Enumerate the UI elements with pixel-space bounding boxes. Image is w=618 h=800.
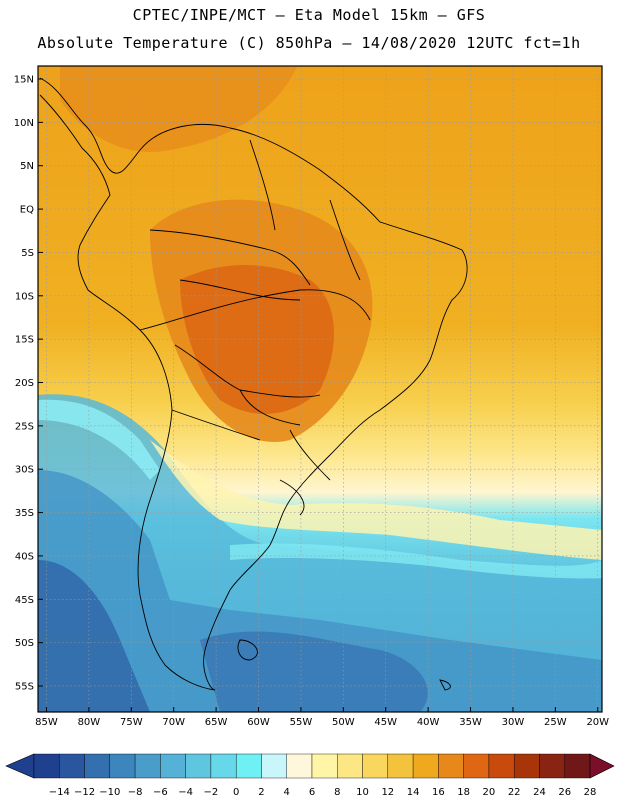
lon-tick-label: 80W — [78, 717, 101, 728]
colorbar-label: −14 — [49, 787, 70, 798]
colorbar-label: −12 — [74, 787, 95, 798]
colorbar-label: 12 — [381, 787, 394, 798]
colorbar-swatch — [463, 753, 490, 779]
colorbar-label: −10 — [99, 787, 120, 798]
colorbar-swatch — [337, 753, 363, 779]
lon-tick-label: 20W — [586, 717, 609, 728]
colorbar-swatch — [362, 753, 389, 779]
colorbar-swatch — [33, 753, 60, 779]
lon-tick-label: 70W — [162, 717, 185, 728]
colorbar-label: −8 — [128, 787, 143, 798]
lon-tick-label: 60W — [247, 717, 270, 728]
colorbar-swatch — [488, 753, 515, 779]
colorbar-swatch — [539, 753, 565, 779]
colorbar-swatch — [412, 753, 439, 779]
lon-tick-label: 45W — [374, 717, 397, 728]
colorbar-label: 6 — [309, 787, 315, 798]
lat-tick-label: 20S — [15, 378, 34, 389]
colorbar: −14 −12 −10 −8 −6 −4 −2 0 2 4 6 8 10 12 14 16 18 20 22 24 26… — [5, 753, 615, 798]
colorbar-swatch — [109, 753, 136, 779]
colorbar-label: 24 — [533, 787, 546, 798]
lon-tick-label: 65W — [205, 717, 228, 728]
lon-tick-label: 35W — [459, 717, 482, 728]
lon-tick-label: 85W — [35, 717, 58, 728]
temperature-field — [38, 66, 602, 712]
colorbar-swatch — [59, 753, 85, 779]
lon-tick-label: 50W — [332, 717, 355, 728]
lat-tick-label: 25S — [15, 421, 34, 432]
lat-tick-label: 15S — [15, 335, 34, 346]
lat-tick-label: 15N — [14, 75, 34, 86]
colorbar-label: 4 — [284, 787, 290, 798]
latitude-labels: 15N 10N 5N EQ 5S 10S 15S 20S 25S 30S 35S 40S 45S 50S 5… — [14, 75, 43, 692]
colorbar-swatch — [210, 753, 237, 779]
lat-tick-label: 5N — [20, 161, 34, 172]
colorbar-label: −2 — [204, 787, 219, 798]
colorbar-swatch — [160, 753, 186, 779]
map-title-line-1: CPTEC/INPE/MCT – Eta Model 15km – GFS — [132, 6, 486, 24]
colorbar-swatch — [438, 753, 464, 779]
colorbar-swatch — [84, 753, 111, 779]
lat-tick-label: 50S — [15, 638, 34, 649]
colorbar-label: 14 — [407, 787, 420, 798]
colorbar-label: 0 — [233, 787, 239, 798]
colorbar-swatch — [286, 753, 313, 779]
colorbar-label: 28 — [584, 787, 597, 798]
colorbar-label: −4 — [178, 787, 193, 798]
lon-tick-label: 40W — [417, 717, 440, 728]
lon-tick-label: 55W — [290, 717, 313, 728]
colorbar-swatch — [564, 753, 591, 779]
colorbar-swatch — [261, 753, 287, 779]
lat-tick-label: 55S — [15, 681, 34, 692]
colorbar-swatch — [513, 753, 540, 779]
coastlines — [39, 77, 468, 691]
lat-tick-label: 10N — [14, 118, 34, 129]
lat-tick-label: 10S — [15, 291, 34, 302]
colorbar-high-arrow — [589, 753, 615, 779]
colorbar-label: 2 — [258, 787, 264, 798]
colorbar-swatch — [311, 753, 338, 779]
longitude-labels: 85W 80W 75W 70W 65W 60W 55W 50W 45W 40W 35W 30W 25W 2… — [35, 707, 609, 728]
colorbar-swatch — [387, 753, 414, 779]
colorbar-label: 10 — [356, 787, 369, 798]
colorbar-label: 16 — [432, 787, 445, 798]
colorbar-swatch — [185, 753, 212, 779]
colorbar-swatch — [134, 753, 161, 779]
lat-tick-label: 35S — [15, 508, 34, 519]
colorbar-label: 20 — [483, 787, 496, 798]
map-title-line-2: Absolute Temperature (C) 850hPa – 14/08/… — [37, 34, 581, 52]
lat-tick-label: 30S — [15, 465, 34, 476]
lat-tick-label: 5S — [21, 248, 34, 259]
lon-tick-label: 30W — [502, 717, 525, 728]
colorbar-label: 18 — [457, 787, 470, 798]
colorbar-label: 22 — [508, 787, 521, 798]
colorbar-low-arrow — [5, 753, 35, 779]
colorbar-label: 8 — [334, 787, 340, 798]
lat-tick-label: 40S — [15, 551, 34, 562]
lon-tick-label: 75W — [120, 717, 143, 728]
lon-tick-label: 25W — [544, 717, 567, 728]
colorbar-label: 26 — [558, 787, 571, 798]
colorbar-swatch — [235, 753, 262, 779]
colorbar-label: −6 — [153, 787, 168, 798]
lat-tick-label: EQ — [20, 205, 34, 216]
map-frame — [37, 65, 603, 713]
lat-tick-label: 45S — [15, 595, 34, 606]
